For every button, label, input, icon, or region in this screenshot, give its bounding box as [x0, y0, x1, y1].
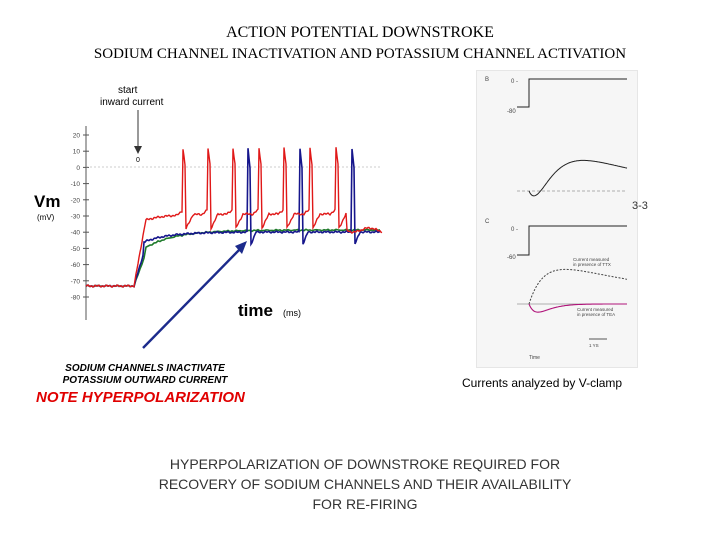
current-trace-ttx [528, 303, 627, 313]
y-tick-label: 10 [73, 149, 81, 156]
y-tick-label: -20 [71, 197, 81, 204]
voltage-trace-red [85, 147, 383, 288]
y-tick-label: -60 [71, 262, 81, 269]
caption-channels: SODIUM CHANNELS INACTIVATE POTASSIUM OUT… [30, 363, 260, 387]
conclusion-line-2: RECOVERY OF SODIUM CHANNELS AND THEIR AV… [158, 476, 572, 492]
panel-c-zero: 0 - [511, 227, 518, 233]
current-trace-tea [528, 268, 628, 305]
panel-b-minus80: -80 [507, 109, 516, 115]
voltage-trace-green [85, 228, 381, 288]
panel-c-label: C [485, 219, 490, 225]
panel-b-label: B [485, 77, 489, 83]
panel-b-zero: 0 - [511, 79, 518, 85]
figure-number-fragment: 3-3 [632, 200, 648, 212]
x-axis-unit: (ms) [283, 308, 301, 318]
y-tick-label: -50 [71, 246, 81, 253]
panel-c-minus60: -60 [507, 255, 516, 261]
voltage-step-b [517, 78, 627, 108]
y-tick-label: -40 [71, 230, 81, 237]
y-tick-label: -10 [71, 181, 81, 188]
y-ticks: 20 10 0 -10 -20 -30 -40 -50 -60 -70 -80 [71, 133, 380, 302]
slide-subtitle: SODIUM CHANNEL INACTIVATION AND POTASSIU… [93, 46, 627, 62]
voltage-step-c [517, 225, 627, 256]
voltage-clamp-figure: B 0 - -80 C 0 - -60 Current measured in … [476, 70, 638, 368]
caption-note-hyperpolarization: NOTE HYPERPOLARIZATION [36, 389, 245, 406]
label-current-measured: Current measured [573, 257, 610, 262]
y-tick-label: 0 [76, 165, 80, 172]
slide-title: ACTION POTENTIAL DOWNSTROKE [226, 24, 494, 41]
y-tick-label: 20 [73, 133, 81, 140]
conclusion-text: HYPERPOLARIZATION OF DOWNSTROKE REQUIRED… [110, 454, 620, 514]
caption-line-1: SODIUM CHANNELS INACTIVATE [65, 363, 225, 374]
caption-line-2: POTASSIUM OUTWARD CURRENT [62, 375, 228, 386]
conclusion-line-1: HYPERPOLARIZATION OF DOWNSTROKE REQUIRED… [169, 456, 561, 472]
x-axis-label: time [238, 301, 273, 320]
y-axis-unit: (mV) [37, 213, 55, 222]
annotation-start: start [118, 85, 138, 96]
zero-marker: 0 [136, 157, 140, 164]
hyperpolarization-arrow-head [235, 241, 247, 254]
current-trace-b [528, 159, 628, 197]
caption-voltage-clamp: Currents analyzed by V-clamp [462, 376, 623, 390]
label-current-tea: Current measured [577, 307, 614, 312]
hyperpolarization-arrow [142, 247, 242, 349]
label-current-measured-2: in presence of TTX [573, 262, 611, 267]
annotation-inward-current: inward current [100, 97, 164, 108]
y-tick-label: -70 [71, 278, 81, 285]
y-tick-label: -30 [71, 214, 81, 221]
y-tick-label: -80 [71, 295, 81, 302]
membrane-potential-recording: start inward current 0 20 10 0 -10 -20 -30 -40… [34, 85, 383, 349]
annotation-arrow-head [134, 146, 142, 154]
panel-time-label: Time [529, 355, 540, 361]
conclusion-line-3: FOR RE-FIRING [312, 496, 418, 512]
y-axis-label: Vm [34, 192, 60, 211]
label-current-tea-2: in presence of TEA [577, 312, 615, 317]
scale-bar-label: 1 YS [589, 343, 599, 348]
